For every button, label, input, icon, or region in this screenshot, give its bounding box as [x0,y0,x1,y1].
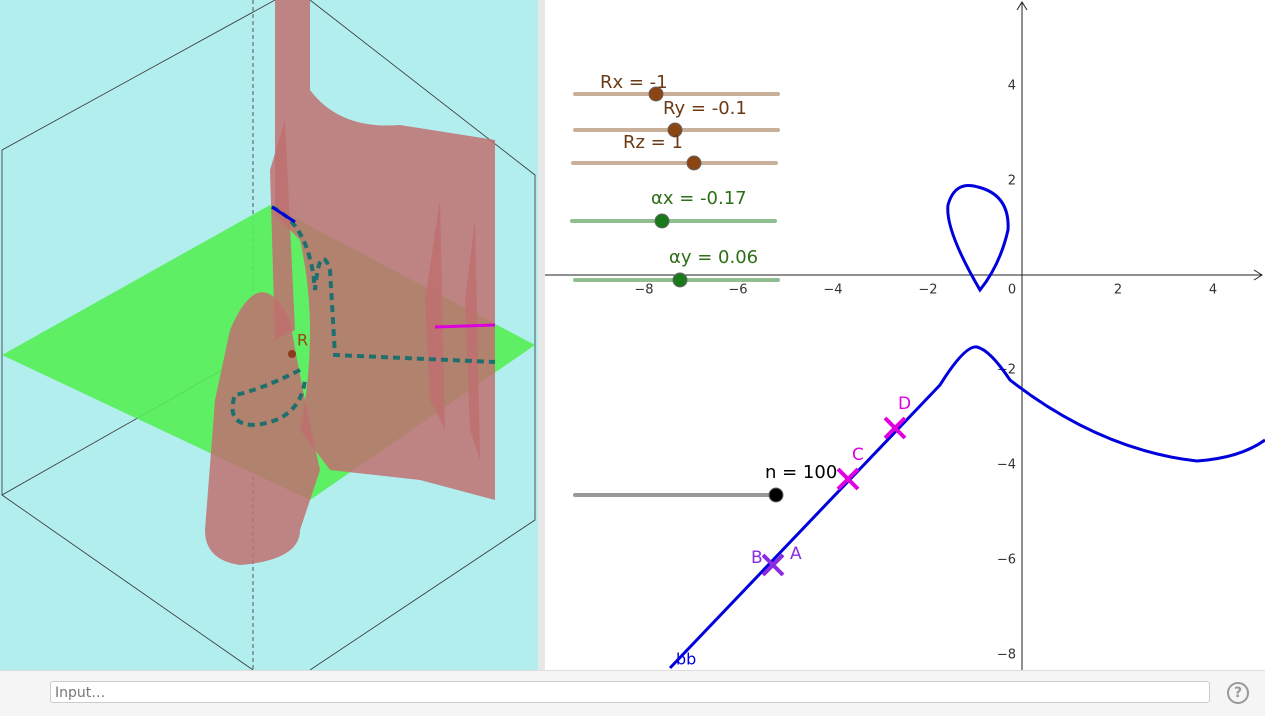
points [761,416,907,577]
tick-label: −4 [823,283,842,298]
axes [545,1,1263,670]
curve-3d [230,205,496,428]
slider-handle[interactable] [672,272,688,288]
slider-label: αy = 0.06 [669,247,758,268]
slider-label: Rx = -1 [600,72,668,93]
point-label: C [852,445,864,465]
slider-handle[interactable] [648,86,664,102]
tick-label: −6 [997,553,1016,568]
divider[interactable] [538,0,545,670]
curve [946,184,1010,293]
slider-handle[interactable] [768,487,784,503]
point[interactable] [288,350,296,358]
tick-label: −4 [997,458,1016,473]
y-ticks: 4 2 −2 −4 −6 −8 [997,79,1016,663]
point-label: R [297,331,308,350]
point-label: D [898,394,911,414]
help-button[interactable]: ? [1227,682,1249,704]
tick-label: 4 [1008,79,1016,94]
curve-label: bb [676,650,696,669]
point-label: B [751,548,763,568]
tick-label: 2 [1008,174,1016,189]
slider-handle[interactable] [667,122,683,138]
slider-handle[interactable] [686,155,702,171]
app: R −8 −6 −4 −2 0 2 4 4 2 −2 −4 −6 −8 bb A… [0,0,1265,670]
tick-label: 0 [1008,283,1016,298]
curve [668,345,1265,670]
x-ticks: −8 −6 −4 −2 0 2 4 [634,283,1217,298]
input-field[interactable]: Input… [50,681,1210,703]
slider-label: Rz = 1 [623,132,683,153]
tick-label: −2 [918,283,937,298]
tick-label: −6 [728,283,747,298]
slider-label: αx = -0.17 [651,188,747,209]
segment [271,205,296,224]
input-bar: Input… ? [0,670,1265,716]
point-label: A [790,544,802,564]
segment [434,323,496,329]
slider-label: n = 100 [765,462,837,483]
tick-label: 2 [1114,283,1122,298]
tick-label: −8 [634,283,653,298]
tick-label: −8 [997,648,1016,663]
slider-handle[interactable] [654,213,670,229]
slider-handles [648,86,784,503]
surface [205,0,495,565]
tick-label: 4 [1209,283,1217,298]
slider-label: Ry = -0.1 [663,98,747,119]
